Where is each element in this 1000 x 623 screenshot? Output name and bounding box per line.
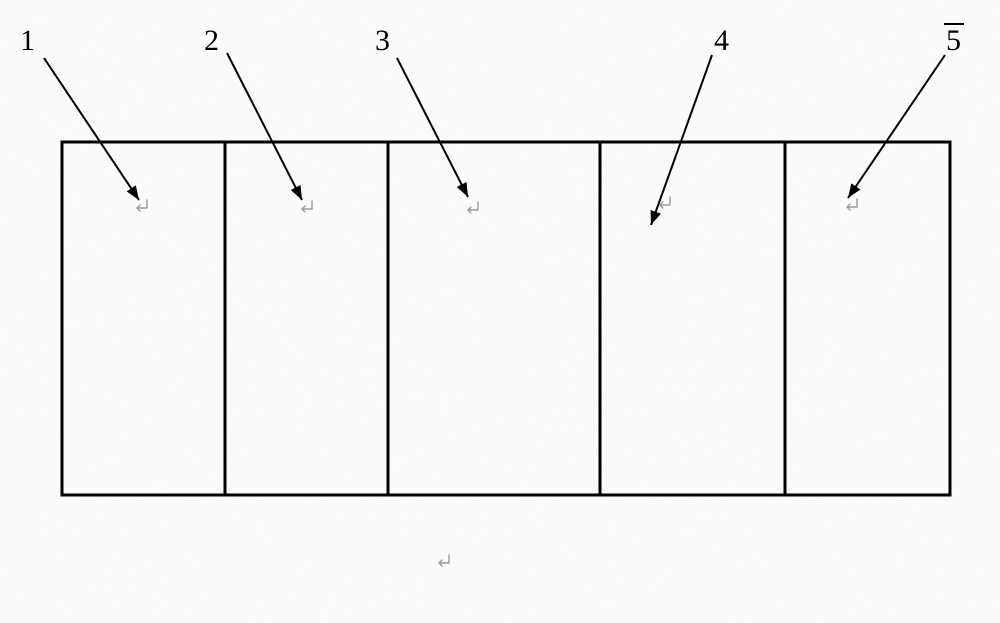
label-number-1: 1 — [20, 24, 35, 57]
label-number-5: 5 — [946, 24, 961, 57]
label-number-4: 4 — [714, 24, 729, 57]
canvas-noise — [0, 0, 1000, 623]
label-number-2: 2 — [204, 24, 219, 57]
diagram-canvas: 1 2 3 4 5 — [0, 0, 1000, 623]
label-number-3: 3 — [375, 24, 390, 57]
